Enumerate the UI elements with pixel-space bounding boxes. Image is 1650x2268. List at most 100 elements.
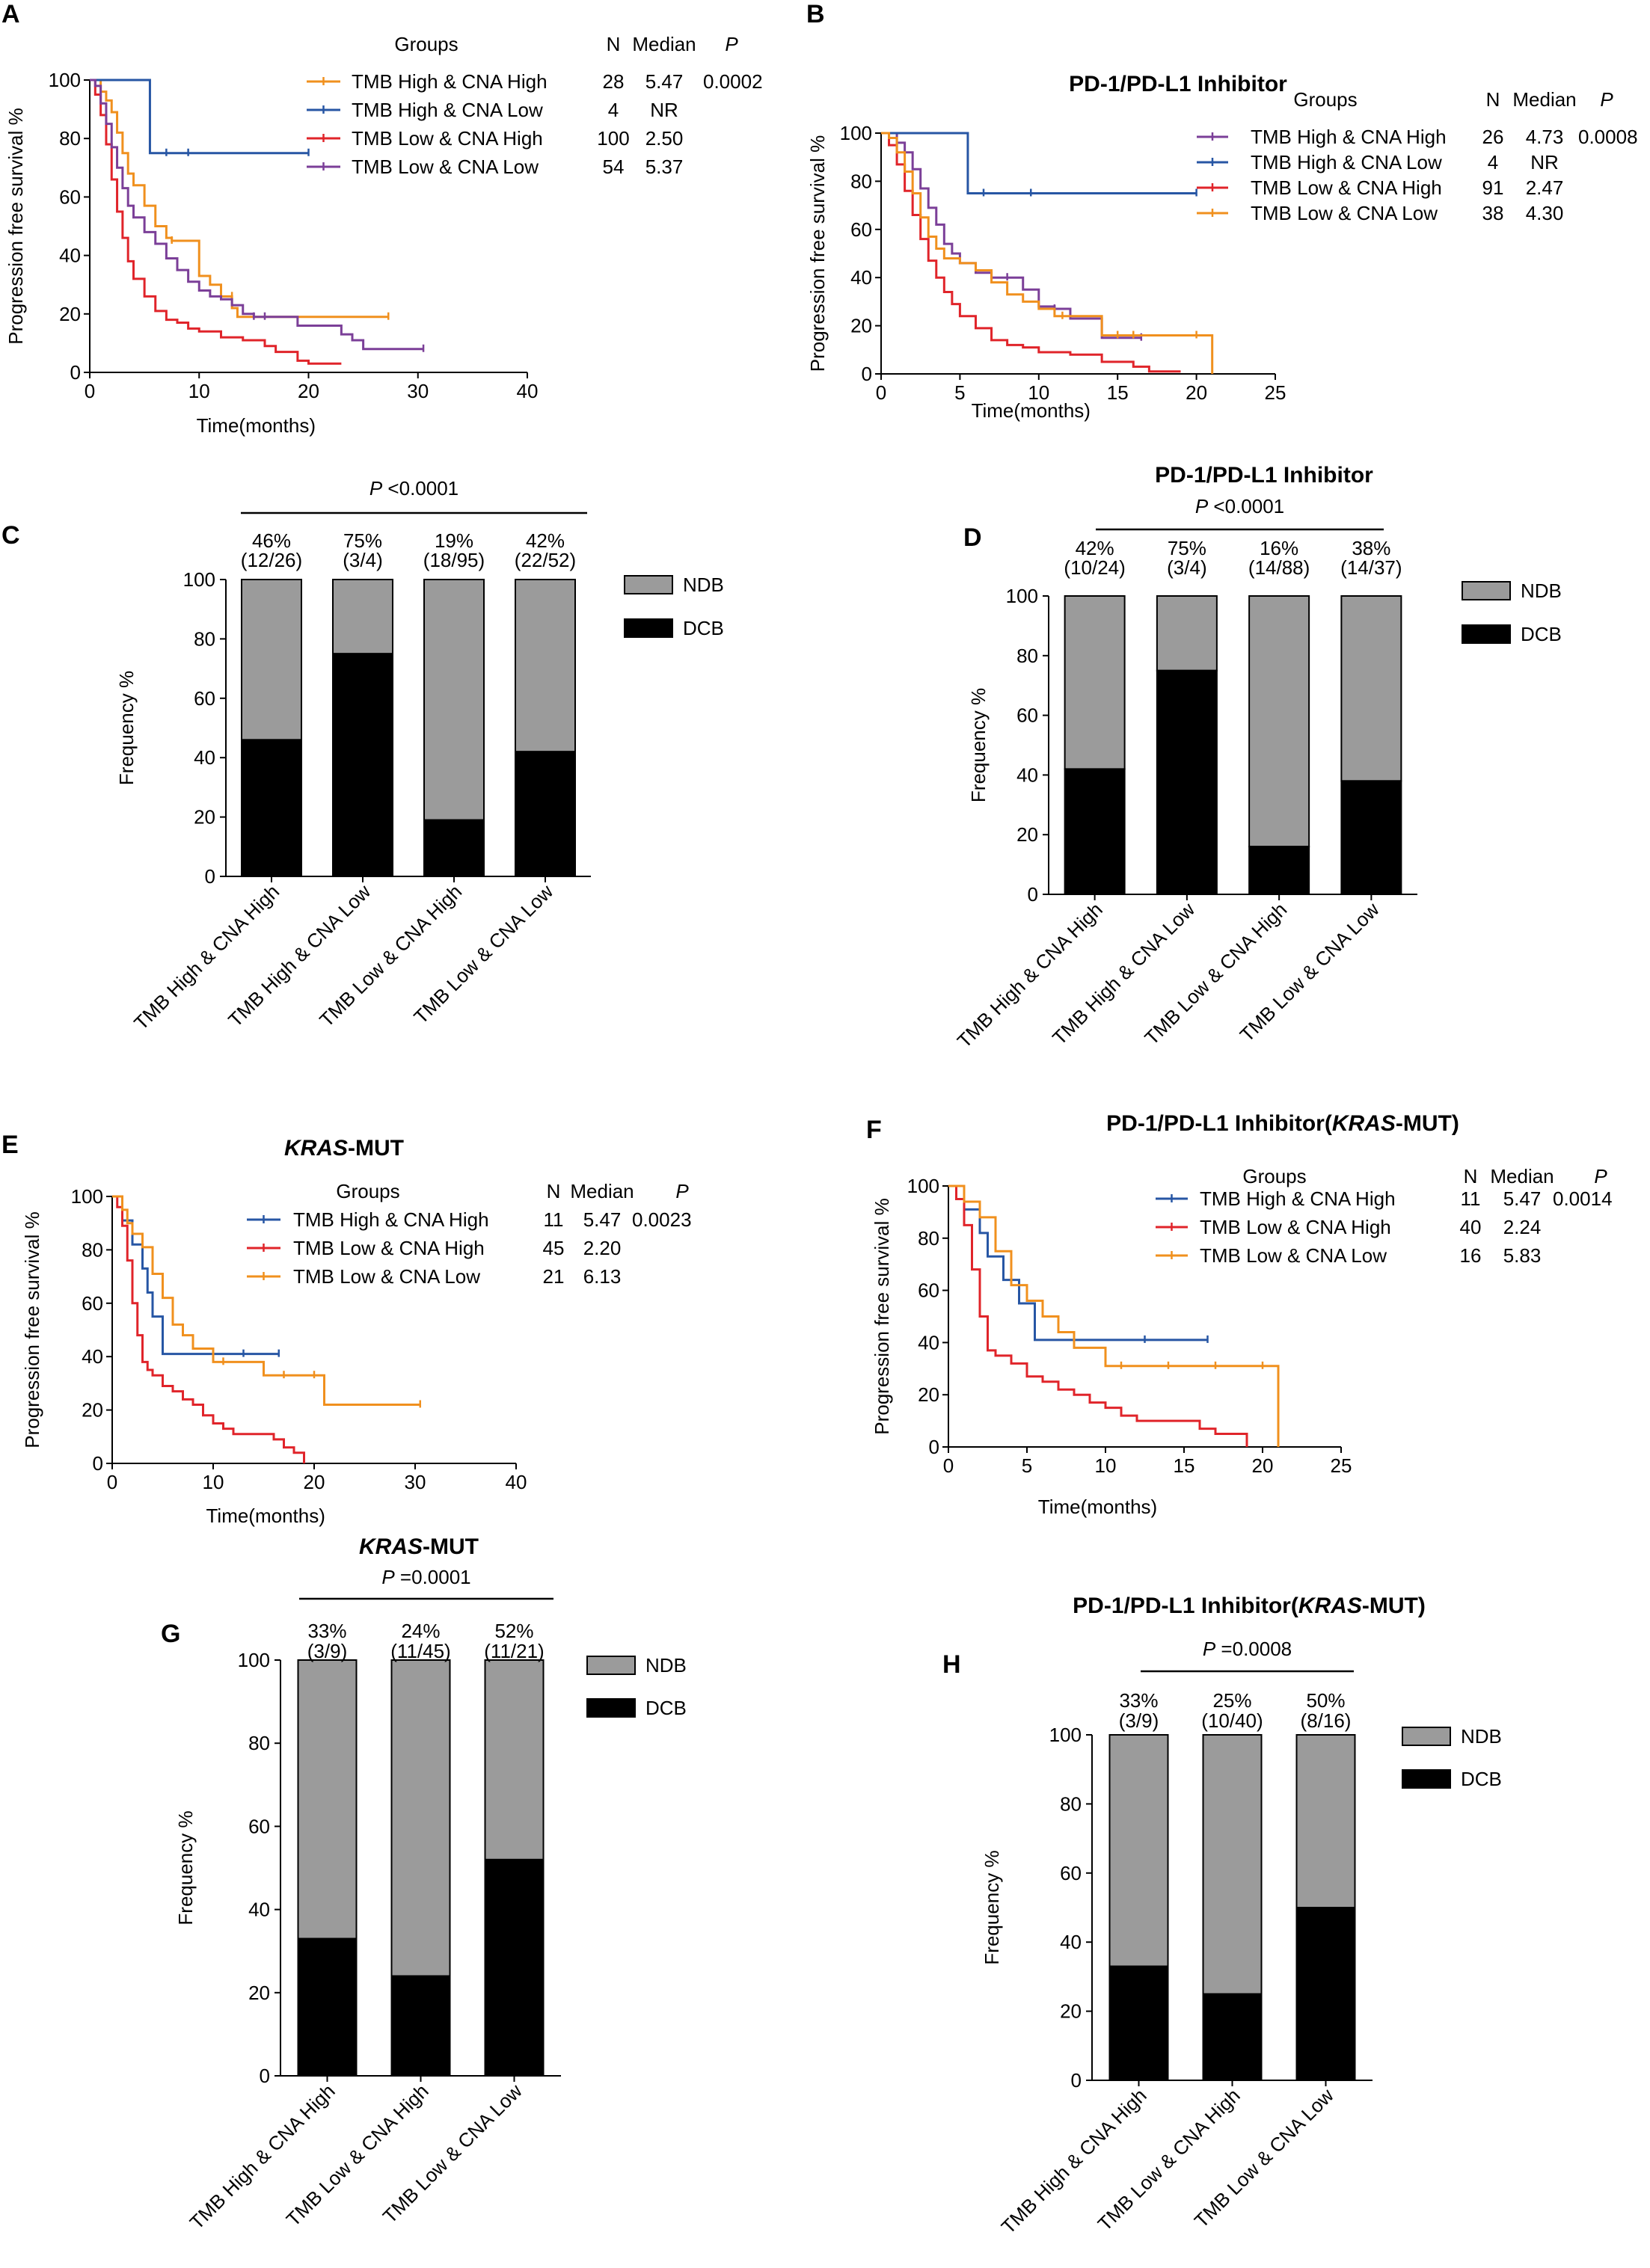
chart-title: PD-1/PD-L1 Inhibitor: [1155, 463, 1373, 488]
p-symbol: P: [381, 1566, 395, 1588]
legend-group-name: TMB Low & CNA High: [352, 127, 543, 150]
fraction-label: (14/88): [1248, 556, 1310, 579]
km-curve-red: [881, 132, 1181, 373]
y-tick-label: 60: [850, 218, 872, 241]
y-tick-label: 60: [1060, 1862, 1082, 1884]
chart-title-italic: KRAS: [284, 1136, 348, 1161]
pct-label: 75%: [1168, 537, 1206, 559]
y-axis-label: Frequency %: [115, 671, 138, 785]
legend-header-median: Median: [1512, 88, 1576, 111]
y-tick-label: 20: [1016, 823, 1038, 846]
legend-median: NR: [650, 99, 678, 121]
legend-n: 38: [1482, 202, 1504, 224]
y-tick-label: 100: [840, 122, 872, 144]
legend-n: 16: [1460, 1244, 1482, 1267]
y-tick-label: 100: [238, 1649, 270, 1671]
km-curve-blue: [881, 132, 1197, 194]
y-tick-label: 80: [59, 127, 81, 150]
pct-label: 19%: [435, 529, 473, 552]
x-category-label: TMB High & CNA High: [129, 880, 283, 1034]
legend-median: 2.20: [583, 1237, 622, 1259]
legend-label-ndb: NDB: [683, 574, 724, 596]
bar-dcb: [1340, 780, 1402, 895]
fraction-label: (3/9): [307, 1640, 347, 1662]
bar-ndb: [390, 1659, 451, 1977]
bar-ndb: [1108, 1734, 1169, 1967]
y-axis-label: Frequency %: [981, 1850, 1003, 1964]
chart-title-part: PD-1/PD-L1 Inhibitor(: [1073, 1594, 1298, 1618]
p-value-text: =0.0001: [395, 1566, 471, 1588]
panel-letter: F: [866, 1116, 882, 1144]
y-tick-label: 80: [248, 1732, 270, 1754]
pct-label: 75%: [343, 529, 382, 552]
y-axis-label: Progression free survival %: [806, 135, 829, 372]
km-curve-orange: [112, 1195, 420, 1406]
legend-median: 5.83: [1503, 1244, 1542, 1267]
x-tick-label: 15: [1107, 381, 1129, 404]
bar-ndb: [484, 1659, 545, 1860]
legend-label-dcb: DCB: [1521, 623, 1562, 645]
pct-label: 24%: [401, 1620, 440, 1642]
legend-swatch-dcb: [586, 1698, 636, 1718]
fraction-label: (11/21): [484, 1640, 544, 1662]
legend-median: NR: [1530, 151, 1559, 173]
p-value-label: P <0.0001: [1195, 495, 1284, 517]
legend-swatch-ndb: [624, 575, 673, 594]
bar-dcb: [1064, 768, 1126, 896]
chart-title-part: -MUT: [348, 1136, 404, 1161]
x-tick-label: 10: [1095, 1454, 1117, 1477]
bar-chart-d: D PD-1/PD-L1 Inhibitor P <0.0001 0 20 40 60 80 1…: [953, 463, 1562, 1052]
legend-header-n: N: [1486, 88, 1500, 111]
panel-letter: D: [963, 523, 982, 552]
x-tick-label: 20: [1186, 381, 1207, 404]
fraction-label: (3/4): [1167, 556, 1206, 579]
pct-label: 42%: [526, 529, 565, 552]
y-tick-label: 40: [248, 1899, 270, 1921]
chart-title: PD-1/PD-L1 Inhibitor: [1069, 72, 1287, 96]
x-tick-label: 0: [943, 1454, 954, 1477]
legend-group-name: TMB High & CNA Low: [352, 99, 543, 121]
bar-ndb: [1248, 595, 1310, 848]
chart-title: KRAS-MUT: [284, 1136, 404, 1161]
legend-header-groups: Groups: [1242, 1165, 1306, 1187]
legend-label-ndb: NDB: [1521, 580, 1562, 602]
legend-n: 11: [544, 1208, 564, 1231]
legend-median: 5.47: [1503, 1187, 1542, 1210]
legend-n: 100: [597, 127, 629, 150]
y-tick-label: 100: [1049, 1724, 1082, 1746]
legend-median: 2.24: [1503, 1216, 1542, 1238]
panel-letter: H: [942, 1650, 961, 1679]
legend-median: 4.73: [1526, 126, 1564, 148]
legend-group-name: TMB Low & CNA High: [293, 1237, 485, 1259]
x-tick-label: 10: [1028, 381, 1049, 404]
y-tick-label: 60: [918, 1279, 939, 1302]
chart-title-part: -MUT): [1396, 1111, 1459, 1136]
y-tick-label: 0: [205, 865, 215, 888]
panel-letter: E: [1, 1131, 19, 1159]
legend-label-ndb: NDB: [1461, 1725, 1502, 1748]
km-curve-blue: [90, 79, 309, 155]
km-curve-blue: [112, 1195, 279, 1356]
y-tick-label: 80: [918, 1227, 939, 1250]
legend-n: 26: [1482, 126, 1504, 148]
x-tick-label: 0: [85, 380, 95, 402]
bar-dcb: [484, 1858, 545, 2077]
y-tick-label: 40: [59, 245, 81, 267]
y-tick-label: 0: [929, 1436, 939, 1458]
legend-header-p: P: [1594, 1165, 1607, 1187]
km-curve-orange: [948, 1184, 1280, 1447]
y-tick-label: 0: [260, 2065, 270, 2087]
legend-label-ndb: NDB: [645, 1654, 687, 1677]
legend-n: 4: [1488, 151, 1498, 173]
km-curve-purple: [90, 79, 424, 351]
y-tick-label: 0: [862, 363, 872, 385]
x-tick-label: 20: [298, 380, 319, 402]
legend-median: 5.47: [645, 70, 684, 93]
legend-n: 40: [1460, 1216, 1482, 1238]
legend-swatch-ndb: [1462, 581, 1511, 600]
chart-title-italic: KRAS: [1298, 1594, 1362, 1618]
legend-group-name: TMB Low & CNA Low: [1251, 202, 1438, 224]
legend-n: 11: [1461, 1187, 1481, 1210]
legend-group-name: TMB High & CNA High: [352, 70, 548, 93]
